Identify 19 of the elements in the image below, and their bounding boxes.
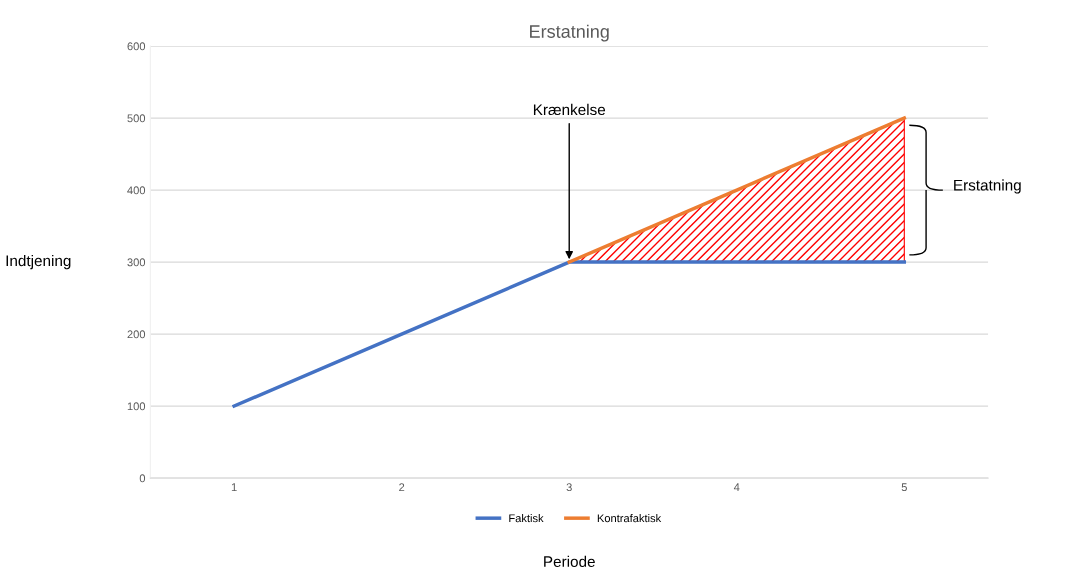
x-axis-title: Periode <box>544 555 595 568</box>
x-tick-label: 3 <box>566 483 572 492</box>
x-tick-label: 4 <box>733 483 740 491</box>
x-tick-label: 2 <box>399 483 405 491</box>
annotation: Krænkelse <box>533 103 606 116</box>
y-tick-label: 100 <box>127 402 146 411</box>
x-tick-label: 5 <box>901 483 907 492</box>
chart-title: Erstatning <box>530 24 609 42</box>
y-tick-label: 500 <box>127 114 146 123</box>
annotation: Erstatning <box>954 179 1021 194</box>
y-tick-label: 300 <box>127 258 146 267</box>
y-tick-label: 0 <box>139 474 146 483</box>
y-axis-title: Indtjening <box>6 254 71 270</box>
x-tick-label: 1 <box>231 483 237 491</box>
y-tick-label: 400 <box>127 186 146 195</box>
legend-label: Kontrafaktisk <box>597 514 662 523</box>
y-tick-label: 600 <box>127 42 146 51</box>
y-tick-label: 200 <box>127 330 146 339</box>
legend-label: Faktisk <box>509 514 544 523</box>
